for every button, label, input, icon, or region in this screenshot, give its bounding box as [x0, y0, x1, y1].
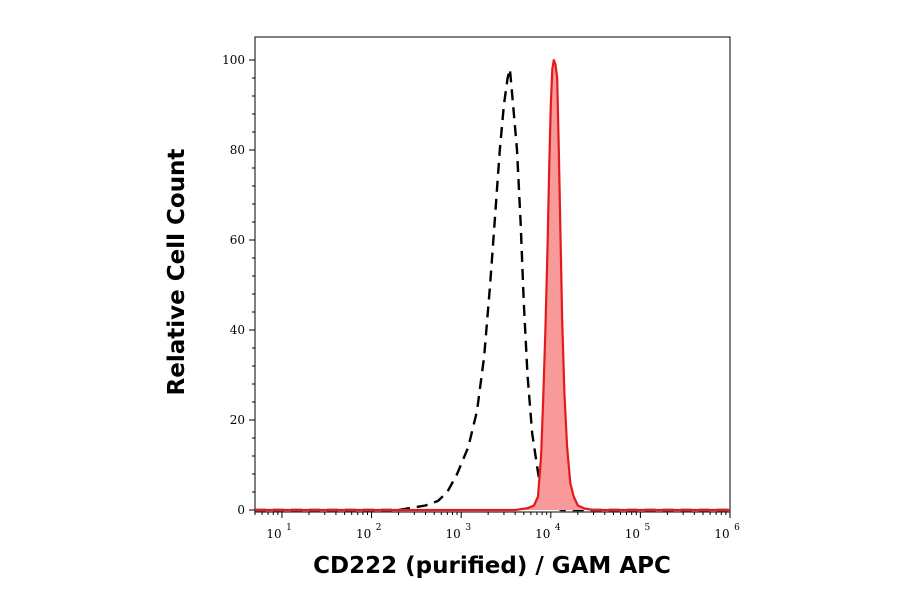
y-axis-label: Relative Cell Count — [164, 148, 190, 396]
x-tick-label: 10 — [535, 527, 550, 541]
x-tick-label: 10 — [714, 527, 729, 541]
y-tick-label: 20 — [230, 413, 245, 427]
y-tick-label: 100 — [222, 53, 245, 67]
y-tick-label: 60 — [230, 233, 245, 247]
x-tick-label: 10 — [625, 527, 640, 541]
x-axis-label: CD222 (purified) / GAM APC — [313, 553, 671, 579]
x-axis: 10 1 10 2 10 3 10 4 10 5 10 6 — [254, 512, 740, 541]
x-tick-exponent: 6 — [734, 523, 740, 533]
y-tick-label: 80 — [230, 143, 245, 157]
dashed-histogram-outline — [255, 67, 730, 512]
filled-histogram-area — [255, 60, 730, 510]
y-tick-label: 40 — [230, 323, 245, 337]
x-tick-exponent: 2 — [376, 523, 382, 533]
x-tick-label: 10 — [356, 527, 371, 541]
x-tick-exponent: 5 — [645, 523, 651, 533]
plot-frame — [254, 36, 731, 513]
filled-histogram-outline — [255, 58, 730, 512]
x-tick-label: 10 — [446, 527, 461, 541]
x-tick-exponent: 3 — [465, 523, 471, 533]
x-tick-label: 10 — [266, 527, 281, 541]
y-tick-label: 0 — [237, 503, 245, 517]
x-tick-exponent: 1 — [286, 523, 292, 533]
series-layer — [255, 58, 730, 512]
x-tick-exponent: 4 — [555, 523, 561, 533]
y-axis: 0 20 40 60 80 100 — [222, 53, 255, 517]
